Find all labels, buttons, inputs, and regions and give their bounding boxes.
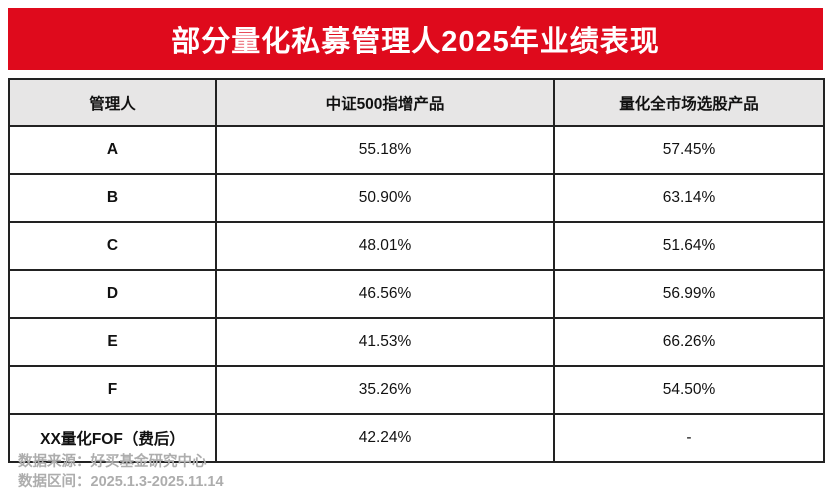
all-market-value-cell: 56.99% [553, 269, 825, 319]
csi500-value-cell: 48.01% [215, 221, 555, 271]
footer-notes: 数据来源：好买基金研究中心 数据区间：2025.1.3-2025.11.14 [18, 453, 224, 492]
title-banner: 部分量化私募管理人2025年业绩表现 [8, 8, 823, 70]
table-row: C 48.01% 51.64% [8, 221, 825, 271]
manager-cell: F [8, 365, 217, 415]
table-row: B 50.90% 63.14% [8, 173, 825, 223]
csi500-value-cell: 46.56% [215, 269, 555, 319]
all-market-value-cell: 66.26% [553, 317, 825, 367]
column-header-manager: 管理人 [8, 78, 217, 127]
csi500-value-cell: 42.24% [215, 413, 555, 463]
manager-cell: A [8, 125, 217, 175]
column-header-all-market-selection: 量化全市场选股产品 [553, 78, 825, 127]
manager-cell: C [8, 221, 217, 271]
table-row: D 46.56% 56.99% [8, 269, 825, 319]
page-title: 部分量化私募管理人2025年业绩表现 [171, 26, 660, 58]
table-row: F 35.26% 54.50% [8, 365, 825, 415]
csi500-value-cell: 50.90% [215, 173, 555, 223]
table-row: XX量化FOF（费后） 42.24% - [8, 413, 825, 463]
all-market-value-cell: 51.64% [553, 221, 825, 271]
all-market-value-cell: 57.45% [553, 125, 825, 175]
header-row: 管理人 中证500指增产品 量化全市场选股产品 [8, 78, 825, 127]
manager-cell: D [8, 269, 217, 319]
csi500-value-cell: 35.26% [215, 365, 555, 415]
table-row: E 41.53% 66.26% [8, 317, 825, 367]
all-market-value-cell: 63.14% [553, 173, 825, 223]
all-market-value-cell: - [553, 413, 825, 463]
column-header-csi500-enhanced: 中证500指增产品 [215, 78, 555, 127]
all-market-value-cell: 54.50% [553, 365, 825, 415]
manager-cell: B [8, 173, 217, 223]
performance-table: 管理人 中证500指增产品 量化全市场选股产品 A 55.18% 57.45% … [8, 78, 825, 463]
manager-cell: E [8, 317, 217, 367]
data-source-line: 数据来源：好买基金研究中心 [18, 454, 207, 470]
table-row: A 55.18% 57.45% [8, 125, 825, 175]
csi500-value-cell: 55.18% [215, 125, 555, 175]
csi500-value-cell: 41.53% [215, 317, 555, 367]
manager-cell: XX量化FOF（费后） [8, 413, 217, 463]
data-period-line: 数据区间：2025.1.3-2025.11.14 [18, 473, 224, 490]
